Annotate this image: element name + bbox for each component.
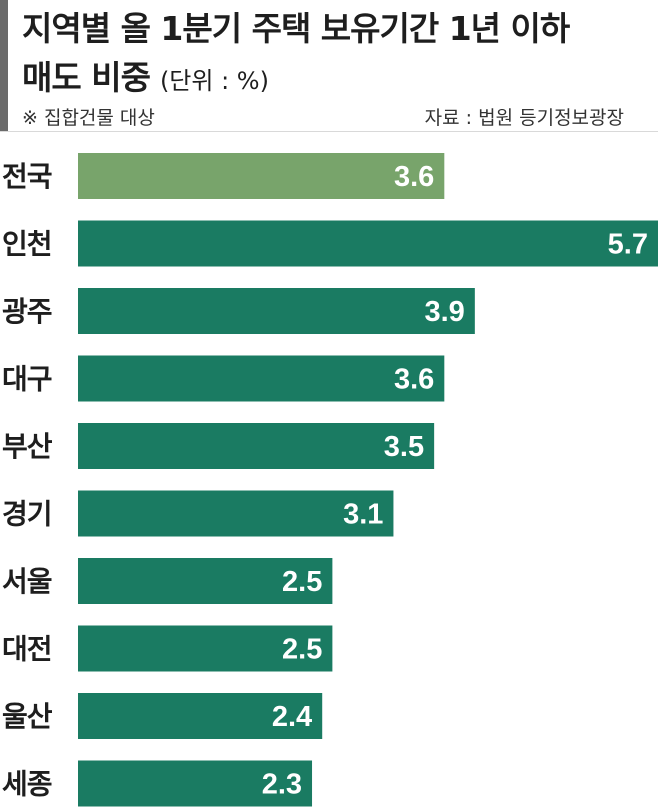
value-label-10: 2.3 [262, 769, 302, 801]
bar-7 [78, 558, 333, 604]
category-label-5: 부산 [2, 430, 53, 463]
category-label-3: 광주 [2, 295, 52, 328]
title-accent-bar [0, 0, 8, 132]
value-label-7: 2.5 [282, 566, 322, 598]
value-label-6: 3.1 [343, 499, 383, 531]
value-label-2: 5.7 [608, 229, 648, 261]
category-label-10: 세종 [2, 768, 52, 801]
bar-10 [78, 760, 313, 807]
bar-2 [78, 220, 658, 267]
category-label-1: 전국 [2, 160, 52, 193]
source-note: 자료 : 법원 등기정보광장 [424, 107, 624, 129]
value-label-4: 3.6 [394, 364, 434, 396]
value-label-5: 3.5 [384, 431, 424, 463]
bar-6 [78, 490, 394, 537]
bar-3 [78, 288, 475, 334]
category-label-9: 울산 [2, 700, 53, 733]
bar-1 [78, 153, 445, 199]
category-label-2: 인천 [2, 228, 52, 261]
bar-9 [78, 693, 323, 739]
header-divider [0, 131, 658, 132]
bar-4 [78, 355, 445, 402]
scope-note: ※ 집합건물 대상 [22, 107, 155, 129]
bar-8 [78, 625, 333, 672]
category-label-4: 대구 [2, 363, 52, 396]
category-label-8: 대전 [2, 633, 52, 666]
chart-title-line2-text: 매도 비중 [22, 58, 151, 97]
value-label-1: 3.6 [394, 161, 434, 193]
category-label-6: 경기 [2, 498, 52, 531]
chart-title: 지역별 올 1분기 주택 보유기간 1년 이하 [22, 9, 570, 48]
unit-label: (단위 : %) [159, 67, 269, 95]
chart-title-line2: 매도 비중 (단위 : %) [22, 51, 269, 99]
value-label-3: 3.9 [425, 296, 465, 328]
bar-5 [78, 423, 435, 469]
value-label-9: 2.4 [272, 701, 312, 733]
category-label-7: 서울 [2, 565, 52, 598]
value-label-8: 2.5 [282, 634, 322, 666]
bar-chart: 전국 3.6 인천 5.7 광주 3.9 대구 3.6 부산 3.5 경기 3.1 서울 2.5 대전 2.5… [2, 153, 658, 807]
